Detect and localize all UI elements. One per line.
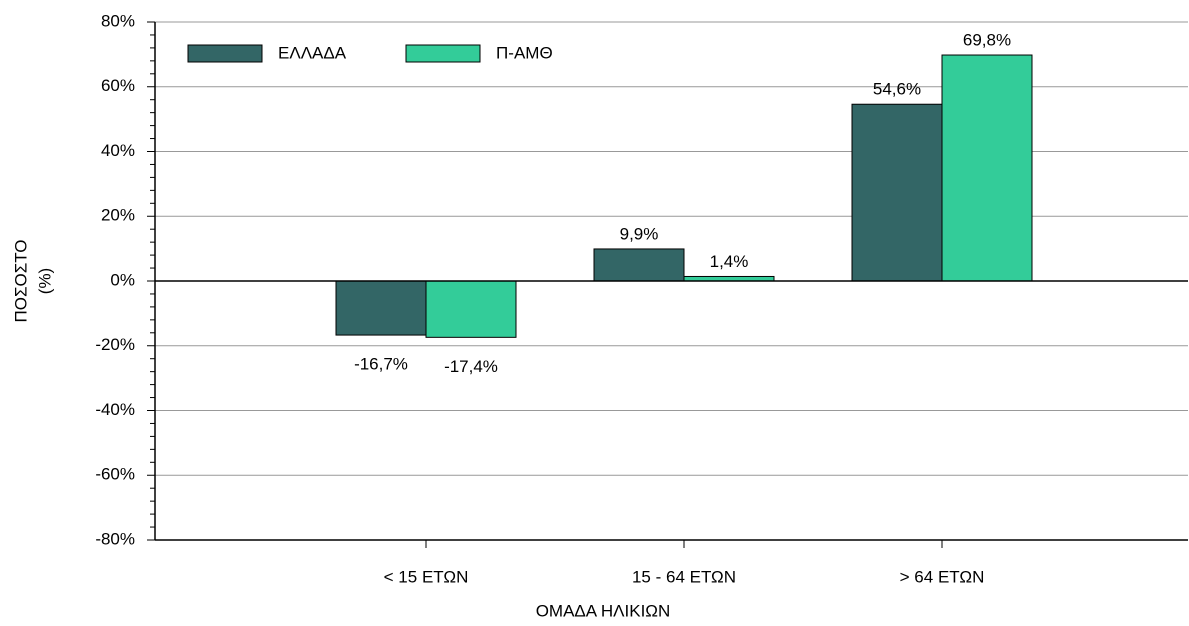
bar [425,280,517,338]
bar [851,103,943,282]
bar [593,248,685,282]
y-tick-label: 0% [110,270,135,289]
y-tick-label: -80% [95,529,135,548]
legend-label: ΕΛΛΑΔΑ [278,43,347,62]
y-tick-label: 80% [101,11,135,30]
data-label: -16,7% [354,355,408,374]
legend-swatch [405,44,481,63]
y-tick-label: -40% [95,400,135,419]
y-tick-label: 20% [101,206,135,225]
data-label: -17,4% [444,357,498,376]
y-tick-label: 40% [101,141,135,160]
x-axis-label: ΟΜΑΔΑ ΗΛΙΚΙΩΝ [536,601,671,620]
y-tick-label: -60% [95,465,135,484]
data-label: 9,9% [620,224,659,243]
bar [335,280,427,336]
y-axis-label: (%) [35,268,54,294]
legend-label: Π-ΑΜΘ [496,43,553,62]
data-label: 54,6% [873,80,921,99]
x-tick-label: 15 - 64 ΕΤΩΝ [632,567,736,586]
bar [941,54,1033,282]
y-axis-label: ΠΟΣΟΣΤΟ [11,239,30,322]
legend-swatch [187,44,263,63]
y-tick-label: -20% [95,335,135,354]
y-tick-label: 60% [101,76,135,95]
data-label: 69,8% [963,31,1011,50]
data-label: 1,4% [710,252,749,271]
x-tick-label: < 15 ΕΤΩΝ [384,567,469,586]
x-tick-label: > 64 ΕΤΩΝ [900,567,985,586]
